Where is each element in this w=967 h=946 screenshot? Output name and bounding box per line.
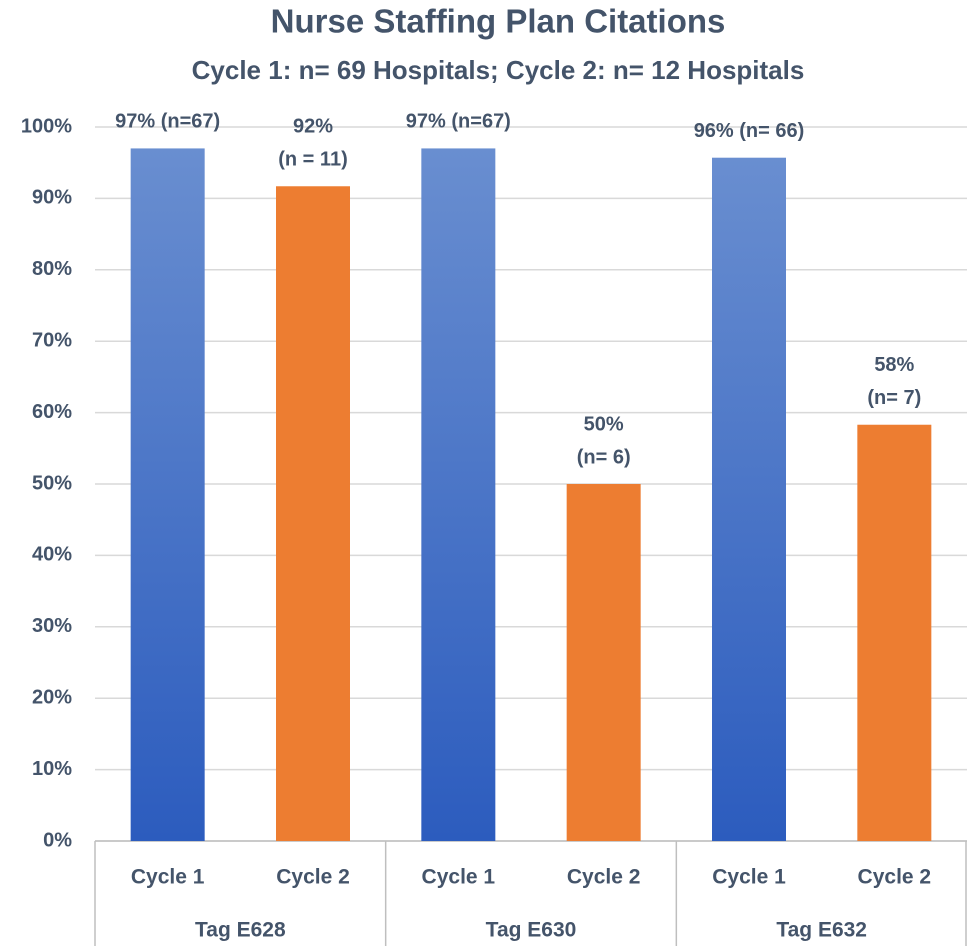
y-tick-label: 70% (32, 329, 72, 351)
data-label: (n= 7) (867, 387, 921, 409)
data-label: (n= 6) (577, 446, 631, 468)
data-label: 92% (293, 116, 333, 138)
bar (421, 148, 496, 842)
data-label: 58% (874, 354, 914, 376)
data-label: 97% (n=67) (115, 111, 220, 133)
x-tick-label: Cycle 2 (567, 866, 641, 889)
x-tick-label: Cycle 1 (712, 866, 786, 889)
bar (712, 157, 786, 841)
y-tick-label: 90% (32, 187, 72, 209)
x-tick-label: Cycle 2 (276, 866, 350, 889)
x-tick-label: Cycle 1 (422, 866, 496, 889)
y-tick-label: 20% (32, 686, 72, 708)
bar (857, 424, 932, 841)
data-label: 96% (n= 66) (694, 120, 805, 142)
y-tick-label: 50% (32, 472, 72, 494)
bar (130, 148, 205, 842)
y-tick-label: 10% (32, 758, 72, 780)
chart-title: Nurse Staffing Plan Citations (271, 3, 726, 40)
bar (566, 484, 641, 841)
group-label: Tag E630 (486, 919, 577, 942)
bar (276, 186, 350, 842)
y-tick-label: 80% (32, 258, 72, 280)
data-label: (n = 11) (278, 149, 347, 171)
group-label: Tag E628 (195, 919, 286, 942)
y-tick-label: 0% (43, 829, 72, 851)
y-tick-label: 100% (21, 115, 72, 137)
y-tick-label: 60% (32, 401, 72, 423)
y-tick-label: 40% (32, 544, 72, 566)
group-label: Tag E632 (776, 919, 867, 942)
data-label: 50% (584, 413, 624, 435)
x-tick-label: Cycle 2 (858, 866, 932, 889)
data-label: 97% (n=67) (406, 111, 511, 133)
y-tick-label: 30% (32, 615, 72, 637)
x-tick-label: Cycle 1 (131, 866, 205, 889)
chart-subtitle: Cycle 1: n= 69 Hospitals; Cycle 2: n= 12… (192, 55, 805, 85)
